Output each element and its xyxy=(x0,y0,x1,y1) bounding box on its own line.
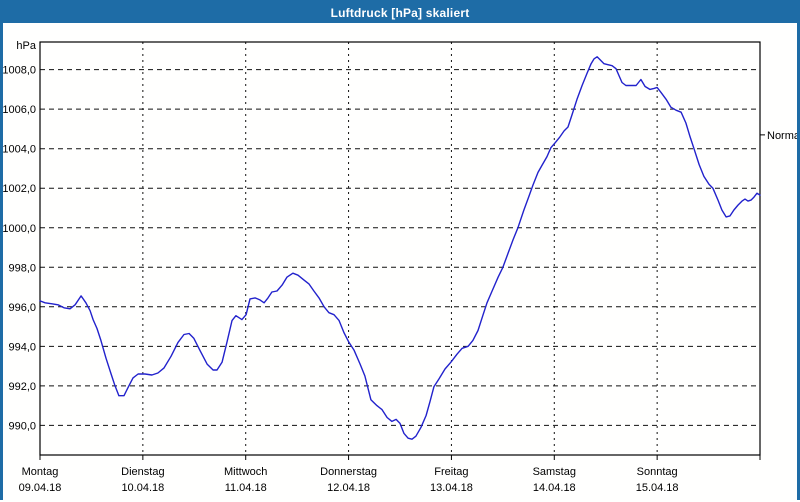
x-date-label: 11.04.18 xyxy=(225,482,267,494)
x-date-label: 13.04.18 xyxy=(430,482,473,494)
x-weekday-label: Dienstag xyxy=(121,466,164,478)
pressure-line xyxy=(39,56,761,440)
x-weekday-label: Montag xyxy=(22,466,59,478)
y-tick-label: 996,0 xyxy=(8,302,36,314)
y-tick-label: 1002,0 xyxy=(3,183,36,195)
x-weekday-label: Sonntag xyxy=(637,466,678,478)
x-date-label: 12.04.18 xyxy=(327,482,370,494)
y-tick-label: 1004,0 xyxy=(3,144,36,156)
y-tick-label: 1006,0 xyxy=(3,104,36,116)
plot-border xyxy=(39,41,761,456)
x-date-label: 10.04.18 xyxy=(121,482,164,494)
y-tick-label: 998,0 xyxy=(8,262,36,274)
y-tick-label: 994,0 xyxy=(8,341,36,353)
pressure-chart: 1008,0 1006,0 1004,0 1002,0 1000,0 998,0 996,0… xyxy=(2,40,800,494)
x-date-label: 15.04.18 xyxy=(636,482,679,494)
x-date-label: 14.04.18 xyxy=(533,482,576,494)
chart-area: 1008,0 1006,0 1004,0 1002,0 1000,0 998,0 996,0… xyxy=(2,23,800,502)
y-tick-label: 1000,0 xyxy=(3,223,36,235)
y-tick-label: 992,0 xyxy=(8,381,36,393)
x-date-label: 09.04.18 xyxy=(19,482,62,494)
window-titlebar[interactable]: Luftdruck [hPa] skaliert xyxy=(3,3,797,23)
y-tick-label: 990,0 xyxy=(8,420,36,432)
normal-label: Normal xyxy=(767,130,797,142)
window-title: Luftdruck [hPa] skaliert xyxy=(330,6,470,20)
x-weekday-label: Freitag xyxy=(434,466,468,478)
x-weekday-label: Mittwoch xyxy=(224,466,267,478)
x-weekday-label: Donnerstag xyxy=(320,466,377,478)
y-tick-label: 1008,0 xyxy=(3,65,36,77)
x-weekday-label: Samstag xyxy=(533,466,576,478)
y-axis-unit-label: hPa xyxy=(16,40,36,52)
